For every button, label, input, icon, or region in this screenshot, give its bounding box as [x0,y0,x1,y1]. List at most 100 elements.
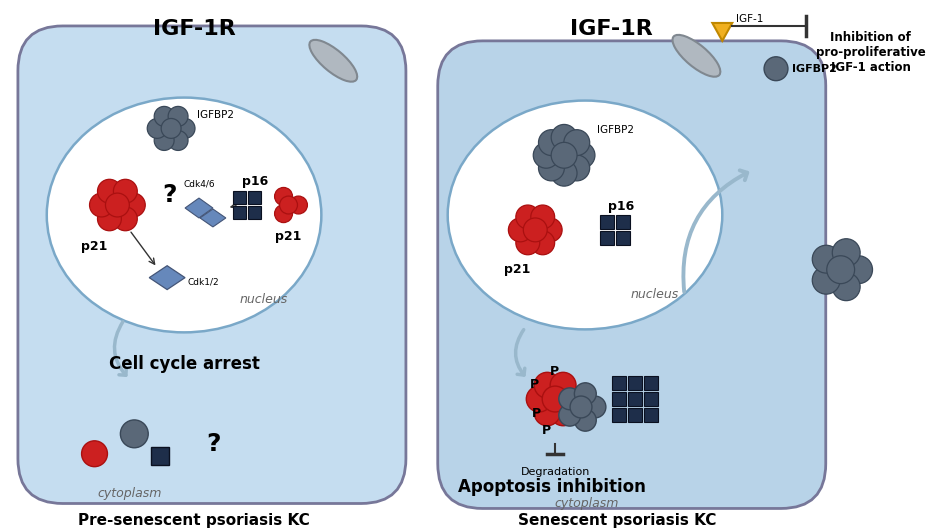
Circle shape [812,245,840,273]
Circle shape [168,131,188,150]
Circle shape [113,207,138,231]
Bar [627,408,641,422]
Ellipse shape [47,98,321,332]
Circle shape [289,196,307,214]
Bar [247,191,260,204]
Circle shape [537,218,562,242]
Circle shape [154,106,174,126]
Polygon shape [711,23,731,41]
Text: Apoptosis inhibition: Apoptosis inhibition [458,477,646,495]
Circle shape [558,386,583,412]
Circle shape [538,155,563,181]
Circle shape [550,160,577,186]
Circle shape [530,205,554,229]
Circle shape [154,131,174,150]
Text: p16: p16 [607,200,634,213]
Circle shape [542,386,567,412]
Bar [151,447,169,465]
Circle shape [175,118,195,139]
Text: IGF-1R: IGF-1R [570,19,652,39]
Circle shape [533,142,559,168]
Text: Degradation: Degradation [519,467,589,477]
Circle shape [550,124,577,150]
Text: Senescent psoriasis KC: Senescent psoriasis KC [517,513,715,528]
FancyBboxPatch shape [437,41,825,509]
Ellipse shape [309,40,357,82]
Bar [599,215,613,229]
Bar [232,206,245,219]
Circle shape [826,256,854,284]
Bar [599,231,613,245]
Bar [643,408,657,422]
Bar [643,376,657,390]
Circle shape [549,372,576,398]
Text: p16: p16 [241,175,268,188]
Circle shape [168,106,188,126]
Text: Inhibition of
pro-proliferative
IGF-1 action: Inhibition of pro-proliferative IGF-1 ac… [814,31,925,74]
Circle shape [516,205,539,229]
Text: nucleus: nucleus [240,293,287,306]
Circle shape [538,130,563,156]
Text: Cdk1/2: Cdk1/2 [187,277,218,286]
Polygon shape [184,198,212,218]
Text: IGF-1: IGF-1 [736,14,763,24]
Text: Pre-senescent psoriasis KC: Pre-senescent psoriasis KC [78,513,310,528]
Circle shape [122,193,145,217]
Text: ?: ? [207,432,221,456]
Text: IGFBP2: IGFBP2 [791,64,836,74]
Circle shape [558,388,580,410]
Bar [611,392,625,406]
FancyBboxPatch shape [18,26,405,503]
Bar [611,408,625,422]
Circle shape [530,231,554,255]
Polygon shape [199,209,226,227]
Circle shape [279,196,297,214]
Circle shape [97,207,122,231]
Circle shape [120,420,148,448]
Bar [627,392,641,406]
Circle shape [274,204,292,222]
Circle shape [569,396,592,418]
Text: P: P [541,424,550,438]
Circle shape [161,118,181,139]
Circle shape [534,372,560,398]
Circle shape [81,441,108,467]
Bar [615,231,629,245]
Circle shape [831,239,859,267]
Text: p21: p21 [504,263,530,276]
Text: P: P [531,407,540,421]
Text: P: P [529,378,538,391]
Circle shape [526,386,551,412]
Text: IGFBP2: IGFBP2 [197,110,234,121]
Text: P: P [549,365,558,378]
Bar [615,215,629,229]
Text: p21: p21 [275,230,301,243]
Bar [611,376,625,390]
Circle shape [147,118,167,139]
Text: ?: ? [162,183,176,207]
Circle shape [550,142,577,168]
Circle shape [97,179,122,203]
Circle shape [831,273,859,301]
Circle shape [574,409,595,431]
Bar [627,376,641,390]
Text: p21: p21 [81,240,108,253]
Text: IGFBP2: IGFBP2 [596,125,634,135]
Circle shape [568,142,594,168]
Ellipse shape [447,100,722,329]
Ellipse shape [672,35,720,76]
Circle shape [534,400,560,426]
Text: Cdk4/6: Cdk4/6 [183,179,214,188]
Text: nucleus: nucleus [630,288,678,301]
Bar [247,206,260,219]
Circle shape [549,400,576,426]
Circle shape [563,130,589,156]
Circle shape [558,404,580,426]
Text: Cell cycle arrest: Cell cycle arrest [109,355,259,373]
Circle shape [508,218,532,242]
Polygon shape [149,266,184,289]
Circle shape [522,218,547,242]
Circle shape [812,266,840,294]
Circle shape [583,396,606,418]
Text: cytoplasm: cytoplasm [97,487,161,500]
